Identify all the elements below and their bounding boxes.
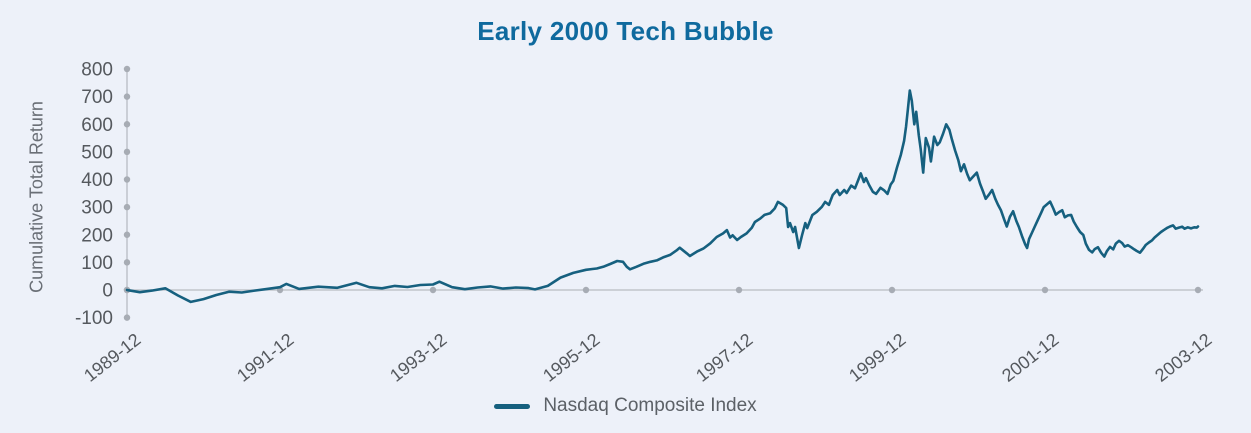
x-tick-label: 2001-12	[998, 329, 1062, 385]
y-tick-label: 600	[81, 115, 113, 136]
chart-title: Early 2000 Tech Bubble	[477, 16, 774, 46]
x-tick-dot	[582, 286, 590, 294]
x-tick-label: 1989-12	[80, 329, 144, 385]
legend: Nasdaq Composite Index	[0, 393, 1251, 419]
series-line	[125, 89, 1200, 304]
y-tick-dot	[123, 93, 131, 100]
y-tick-dot	[123, 231, 131, 238]
x-tick-dot	[735, 286, 743, 294]
x-tick-label: 2003-12	[1151, 329, 1215, 385]
y-tick-label: 500	[81, 142, 113, 163]
x-tick-label: 1995-12	[539, 329, 603, 385]
y-tick-label: 200	[81, 225, 113, 246]
y-tick-label: 100	[81, 253, 113, 274]
y-tick-label: 400	[81, 170, 113, 191]
x-tick-dot	[1194, 286, 1202, 294]
x-tick-label: 1993-12	[386, 329, 450, 385]
y-axis-title: Cumulative Total Return	[26, 101, 47, 293]
y-tick-dot	[123, 314, 131, 321]
x-tick-label: 1999-12	[845, 329, 909, 385]
x-tick-dot	[888, 286, 896, 294]
y-tick-dot	[123, 121, 131, 128]
x-tick-dot	[429, 286, 437, 294]
y-tick-label: 0	[102, 281, 113, 302]
y-tick-label: 700	[81, 87, 113, 108]
y-tick-dot	[123, 176, 131, 183]
legend-line-swatch	[494, 403, 531, 409]
y-tick-label: 300	[81, 198, 113, 219]
y-tick-label: -100	[75, 308, 113, 329]
y-tick-dot	[123, 65, 131, 73]
y-tick-label: 800	[81, 60, 113, 81]
x-tick-label: 1991-12	[233, 329, 297, 385]
y-tick-dot	[123, 203, 131, 211]
y-tick-dot	[123, 148, 131, 156]
y-tick-dot	[123, 259, 131, 266]
x-tick-label: 1997-12	[692, 329, 756, 385]
x-tick-dot	[1041, 286, 1049, 294]
legend-label: Nasdaq Composite Index	[543, 395, 757, 416]
